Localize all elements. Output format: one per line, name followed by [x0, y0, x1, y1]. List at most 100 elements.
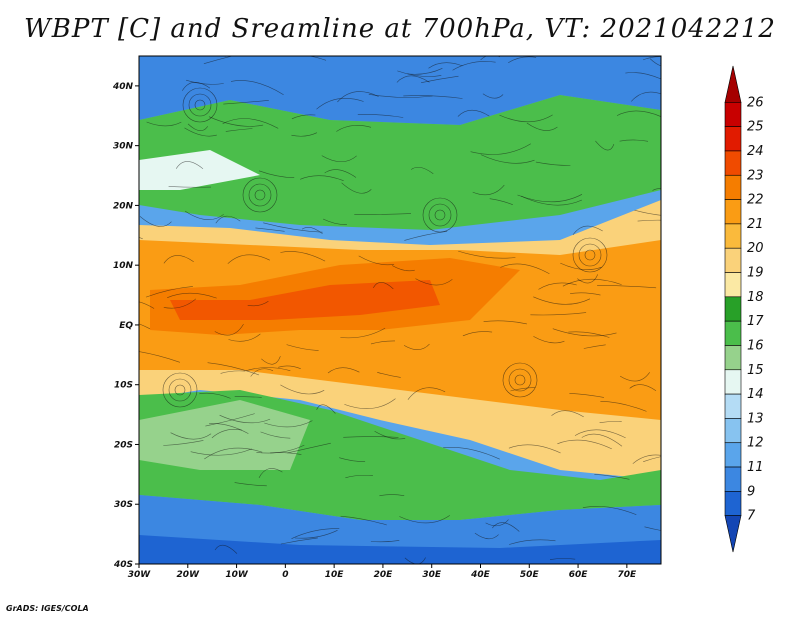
streamline [391, 265, 415, 272]
streamline [214, 323, 244, 336]
circulation-swirl [514, 374, 526, 386]
streamline [139, 216, 172, 227]
streamline [632, 454, 661, 464]
colorbar-cell [724, 296, 742, 322]
streamline [291, 528, 340, 539]
lon-label: 30W [128, 570, 152, 580]
circulation-swirl [578, 243, 602, 267]
streamline [261, 356, 281, 365]
colorbar: 26 25 24 23 22 21 20 19 18 17 16 15 14 13 12 11 9 7 [724, 65, 764, 553]
colorbar-label: 24 [747, 144, 764, 159]
circulation-swirl [572, 237, 608, 273]
streamline [170, 432, 212, 440]
streamline [377, 372, 401, 378]
colorbar-label: 22 [747, 193, 764, 208]
streamline [652, 188, 661, 191]
streamline [399, 515, 450, 524]
streamline [517, 194, 583, 203]
streamline [577, 274, 599, 284]
streamline [642, 56, 661, 61]
colorbar-cell [724, 174, 742, 200]
colorbar-label: 15 [747, 363, 764, 378]
streamline [278, 365, 301, 369]
streamline [224, 56, 228, 57]
streamline [327, 367, 360, 374]
streamline [569, 393, 604, 398]
streamline [508, 56, 537, 64]
streamline [215, 215, 241, 224]
streamline [247, 301, 269, 307]
streamline [599, 420, 622, 423]
streamline [337, 91, 379, 103]
streamline [485, 519, 509, 527]
streamline [634, 209, 661, 216]
streamline [139, 323, 151, 330]
streamline [336, 124, 372, 132]
streamline [234, 396, 262, 398]
lat-label: 40S [113, 560, 133, 570]
streamline [509, 539, 556, 545]
streamline [600, 401, 647, 412]
streamline [234, 482, 267, 487]
colorbar-label: 21 [747, 217, 764, 232]
streamline [167, 292, 217, 299]
streamline [184, 127, 217, 137]
streamline [631, 91, 661, 102]
streamline [204, 447, 263, 460]
lon-label: 50E [520, 570, 540, 580]
lat-label: 30S [114, 500, 133, 510]
lat-label: 20S [114, 440, 133, 450]
circulation-swirl [188, 93, 212, 117]
streamline [637, 219, 661, 222]
streamline [222, 118, 279, 129]
lat-label: EQ [119, 321, 133, 331]
streamline [370, 540, 400, 543]
colorbar-label: 9 [747, 484, 755, 499]
streamline [510, 387, 536, 392]
lat-label: 30N [113, 142, 134, 152]
streamline [396, 75, 430, 83]
streamline [324, 169, 357, 178]
streamline [321, 155, 357, 163]
streamline [300, 175, 344, 181]
streamline [263, 222, 323, 233]
streamline [287, 56, 327, 61]
streamline [182, 82, 211, 91]
streamline [339, 457, 366, 462]
streamline [139, 237, 143, 240]
streamline [316, 98, 364, 110]
lon-label: 70E [618, 570, 638, 580]
map-frame [138, 55, 662, 565]
streamline [280, 384, 325, 395]
streamline [407, 387, 446, 400]
circulation-swirl [422, 197, 458, 233]
streamline [340, 515, 387, 526]
streamline [530, 312, 587, 316]
lon-label: 30E [422, 570, 442, 580]
streamline [316, 404, 336, 414]
streamline [358, 255, 395, 266]
colorbar-label: 14 [747, 387, 764, 402]
colorbar-cell [724, 466, 742, 492]
streamline [644, 526, 661, 531]
colorbar-label: 23 [747, 168, 764, 183]
colorbar-cell [724, 102, 742, 127]
streamline [404, 557, 426, 564]
streamline [619, 372, 650, 382]
streamline [214, 545, 238, 554]
streamline [415, 278, 453, 286]
streamline [572, 225, 603, 235]
colorbar-label: 12 [747, 436, 764, 451]
streamline [462, 331, 493, 337]
streamline [595, 140, 615, 151]
streamline [597, 285, 657, 289]
streamline [629, 384, 657, 391]
streamline [583, 344, 606, 349]
streamline [163, 255, 194, 264]
lon-label: 20E [374, 570, 394, 580]
streamline [163, 298, 197, 309]
streamline [443, 447, 500, 460]
streamline [187, 123, 208, 131]
streamline [557, 439, 612, 450]
